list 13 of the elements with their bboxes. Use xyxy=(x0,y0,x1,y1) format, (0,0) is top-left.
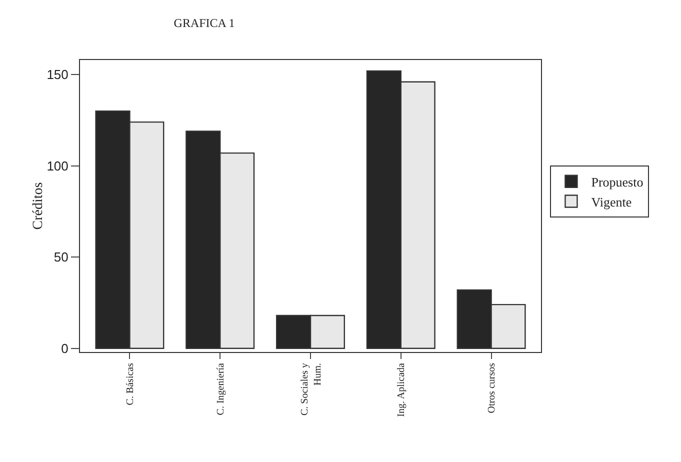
y-axis-title: Créditos xyxy=(31,182,46,230)
y-tick-label: 100 xyxy=(46,158,68,174)
y-tick-label: 150 xyxy=(46,67,68,82)
y-tick-label: 0 xyxy=(61,340,68,356)
x-tick-label: C. Ingeniería xyxy=(215,362,226,416)
chart-title: GRAFICA 1 xyxy=(174,16,235,30)
legend-label: Vigente xyxy=(591,194,632,210)
y-tick-label: 50 xyxy=(54,250,68,265)
legend-label: Propuesto xyxy=(591,174,644,190)
x-tick-label: C. Sociales y Hum. xyxy=(299,363,324,416)
x-tick-label: Otros cursos xyxy=(486,362,498,414)
x-tick-label: C. Básicas xyxy=(124,362,136,406)
x-tick-label: Ing. Aplicada xyxy=(396,362,408,417)
